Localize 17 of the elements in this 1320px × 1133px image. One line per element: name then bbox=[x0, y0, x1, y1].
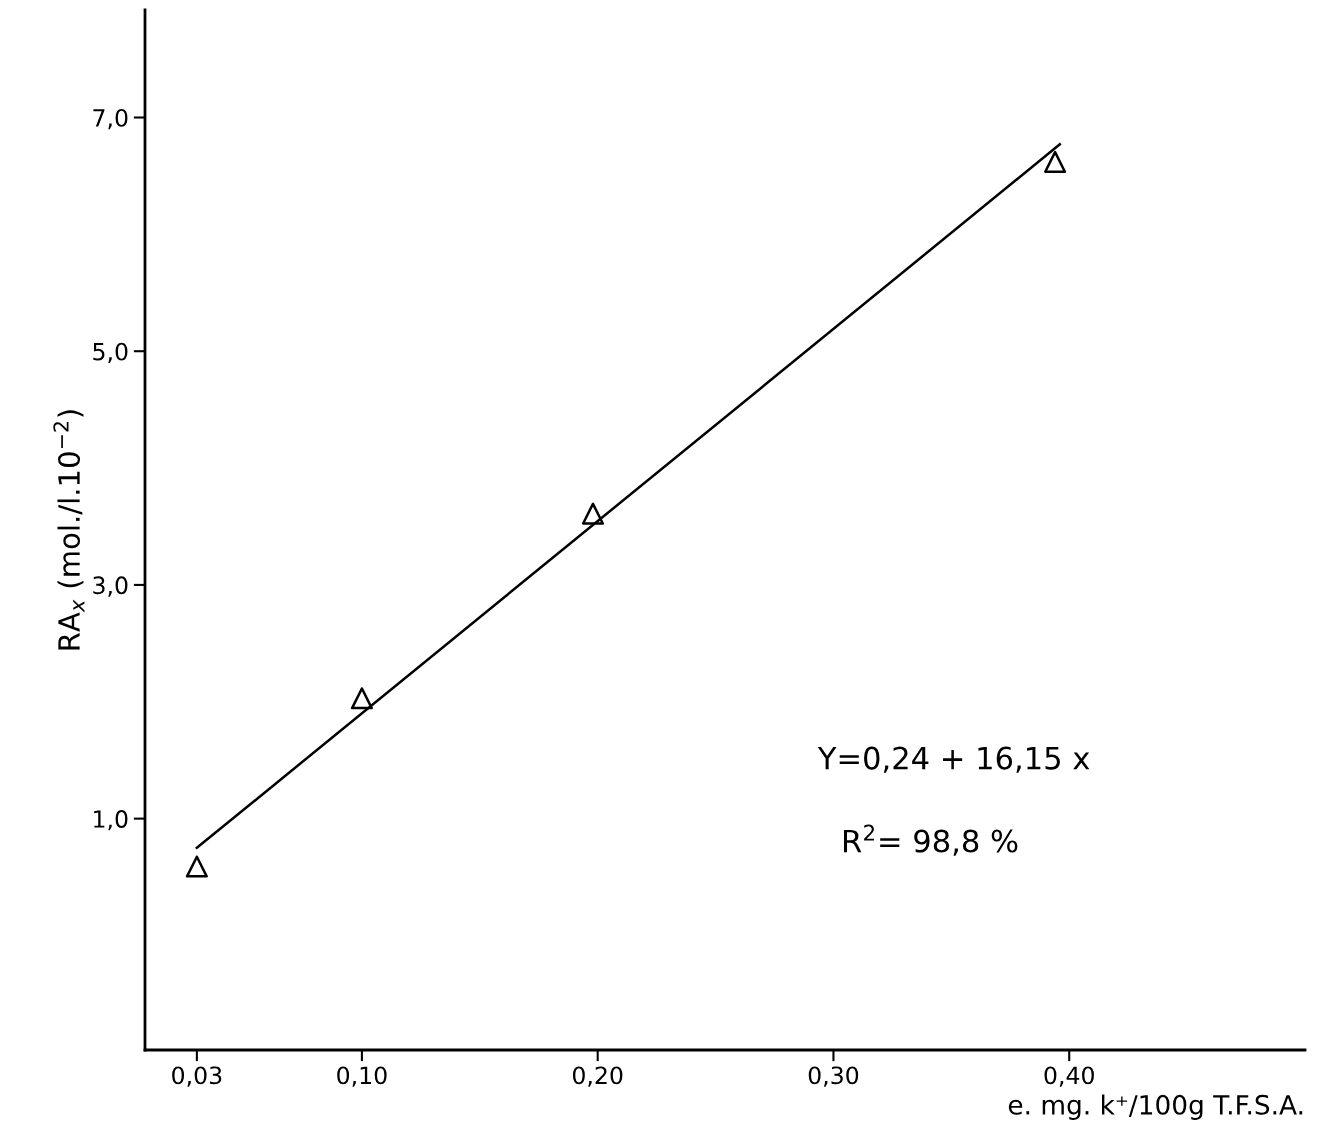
y-tick-label: 1,0 bbox=[94, 810, 128, 831]
point bbox=[350, 687, 373, 710]
x-axis-title: e. mg. k⁺/100g T.F.S.A. bbox=[1008, 1094, 1303, 1120]
point bbox=[185, 855, 208, 878]
point bbox=[1044, 150, 1067, 173]
y-axis-title: RA$_{x}$ (mol./l.10$^{−2}$) bbox=[53, 410, 85, 650]
x-tick-label: 0,03 bbox=[172, 1066, 222, 1087]
annotation: Y=0,24 + 16,15 x bbox=[817, 746, 1090, 773]
x-tick-label: 0,30 bbox=[808, 1066, 859, 1087]
y-tick-label: 3,0 bbox=[93, 576, 128, 597]
x-tick-label: 0,40 bbox=[1044, 1066, 1094, 1087]
point bbox=[581, 502, 605, 525]
x-tick-label: 0,20 bbox=[572, 1066, 623, 1087]
annotation: R$^{2}$= 98,8 % bbox=[844, 824, 1018, 856]
y-tick-label: 5,0 bbox=[93, 342, 128, 363]
y-tick-label: 7,0 bbox=[93, 108, 128, 130]
x-tick-label: 0,10 bbox=[337, 1066, 387, 1087]
